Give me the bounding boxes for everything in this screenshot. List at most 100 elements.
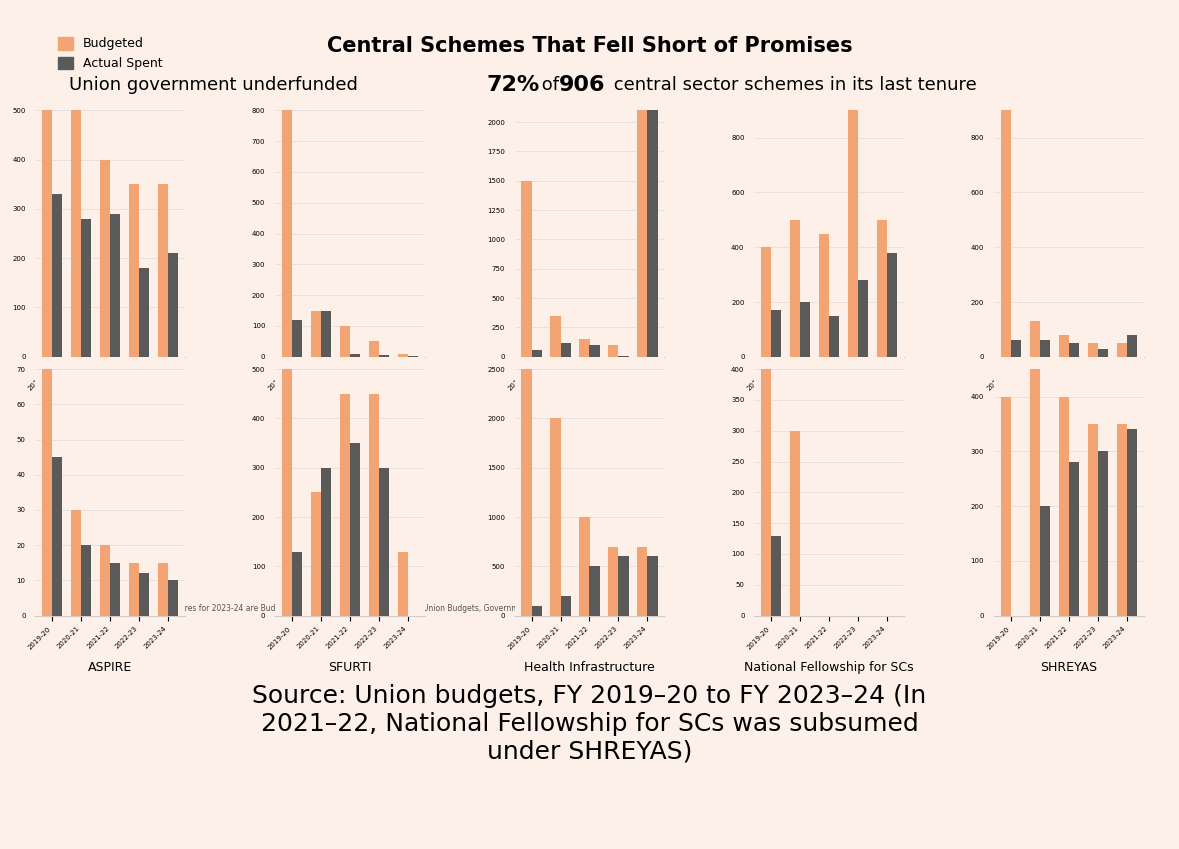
Bar xyxy=(762,247,771,357)
Bar xyxy=(158,563,169,616)
Bar xyxy=(829,316,839,357)
X-axis label: PM Shram Yogi: PM Shram Yogi xyxy=(64,402,157,415)
Bar xyxy=(1059,396,1068,616)
X-axis label: Health Infrastructure: Health Infrastructure xyxy=(525,661,654,674)
Bar xyxy=(638,547,647,616)
X-axis label: PM AASHA: PM AASHA xyxy=(556,402,623,415)
Bar xyxy=(819,233,829,357)
Bar xyxy=(139,268,150,357)
Bar xyxy=(52,194,62,357)
X-axis label: PM Kisan Maan Dhan: PM Kisan Maan Dhan xyxy=(1003,402,1134,415)
Bar xyxy=(321,311,331,357)
Bar xyxy=(771,536,782,616)
Bar xyxy=(532,350,541,357)
Bar xyxy=(1029,321,1040,357)
Bar xyxy=(1127,430,1137,616)
Bar xyxy=(1068,462,1079,616)
Bar xyxy=(638,110,647,357)
Bar xyxy=(887,253,897,357)
Bar xyxy=(801,302,810,357)
Bar xyxy=(590,345,600,357)
Bar xyxy=(81,545,92,616)
Bar xyxy=(350,443,360,616)
X-axis label: National Fellowship for SCs: National Fellowship for SCs xyxy=(744,661,914,674)
Bar xyxy=(1001,110,1010,357)
Bar xyxy=(397,552,408,616)
Bar xyxy=(369,341,378,357)
Bar xyxy=(590,566,600,616)
Bar xyxy=(532,606,541,616)
Bar xyxy=(52,457,62,616)
Bar xyxy=(619,556,628,616)
Bar xyxy=(579,517,590,616)
Bar xyxy=(42,110,52,357)
X-axis label: PM Karam Yogi: PM Karam Yogi xyxy=(304,402,396,415)
Bar xyxy=(397,354,408,357)
Bar xyxy=(647,556,658,616)
Bar xyxy=(1010,340,1021,357)
Bar xyxy=(158,184,169,357)
Bar xyxy=(169,253,178,357)
Bar xyxy=(378,355,389,357)
X-axis label: SHREYAS: SHREYAS xyxy=(1040,661,1098,674)
Text: central sector schemes in its last tenure: central sector schemes in its last tenur… xyxy=(608,76,977,94)
Legend: Budgeted, Actual Spent: Budgeted, Actual Spent xyxy=(53,31,167,76)
Bar xyxy=(1127,335,1137,357)
Bar xyxy=(762,369,771,616)
Bar xyxy=(1029,369,1040,616)
Bar xyxy=(100,545,111,616)
Bar xyxy=(282,110,292,357)
Bar xyxy=(560,596,571,616)
Bar xyxy=(42,369,52,616)
Text: 72%: 72% xyxy=(487,75,540,95)
Bar xyxy=(408,356,417,357)
Bar xyxy=(1098,452,1108,616)
Bar xyxy=(521,369,532,616)
Bar xyxy=(340,394,350,616)
Bar xyxy=(100,160,111,357)
Bar xyxy=(560,343,571,357)
Bar xyxy=(551,419,560,616)
Bar xyxy=(129,184,139,357)
Bar xyxy=(311,492,321,616)
Bar xyxy=(1087,424,1098,616)
Bar xyxy=(1040,340,1050,357)
Bar xyxy=(790,430,801,616)
Bar xyxy=(378,468,389,616)
Bar xyxy=(292,320,302,357)
Bar xyxy=(551,316,560,357)
Bar xyxy=(1117,424,1127,616)
Text: 906: 906 xyxy=(559,75,605,95)
Text: Source: Union budgets, FY 2019–20 to FY 2023–24 (In
2021–22, National Fellowship: Source: Union budgets, FY 2019–20 to FY … xyxy=(252,684,927,763)
Bar xyxy=(1001,396,1010,616)
Bar xyxy=(521,181,532,357)
Bar xyxy=(139,573,150,616)
Bar xyxy=(858,280,868,357)
Bar xyxy=(1117,343,1127,357)
Bar xyxy=(369,394,378,616)
Bar xyxy=(647,110,658,357)
Bar xyxy=(111,563,120,616)
Bar xyxy=(619,356,628,357)
Bar xyxy=(81,219,92,357)
Bar xyxy=(282,369,292,616)
Text: of: of xyxy=(536,76,565,94)
Bar xyxy=(169,581,178,616)
Bar xyxy=(340,326,350,357)
Bar xyxy=(321,468,331,616)
X-axis label: Formation of FPOs: Formation of FPOs xyxy=(772,402,887,415)
Bar xyxy=(608,547,619,616)
Bar xyxy=(1087,343,1098,357)
Text: Union government underfunded: Union government underfunded xyxy=(68,76,363,94)
Bar xyxy=(71,510,81,616)
Bar xyxy=(848,110,858,357)
Bar xyxy=(608,345,619,357)
X-axis label: SFURTI: SFURTI xyxy=(328,661,371,674)
Text: All Amounts in Rs Crore. The figures for 2023-24 are Budgeted and Revised Estima: All Amounts in Rs Crore. The figures for… xyxy=(58,604,565,613)
Bar xyxy=(790,220,801,357)
Bar xyxy=(292,552,302,616)
Bar xyxy=(1068,343,1079,357)
X-axis label: ASPIRE: ASPIRE xyxy=(88,661,132,674)
Bar xyxy=(877,220,887,357)
Bar xyxy=(350,354,360,357)
